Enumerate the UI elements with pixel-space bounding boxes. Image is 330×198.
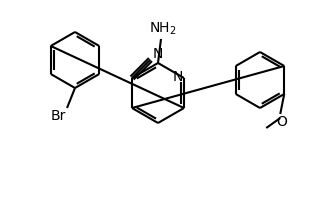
Text: O: O: [276, 115, 287, 129]
Text: NH$_2$: NH$_2$: [149, 21, 177, 37]
Text: Br: Br: [50, 109, 66, 123]
Text: N: N: [152, 47, 163, 61]
Text: N: N: [173, 70, 183, 84]
